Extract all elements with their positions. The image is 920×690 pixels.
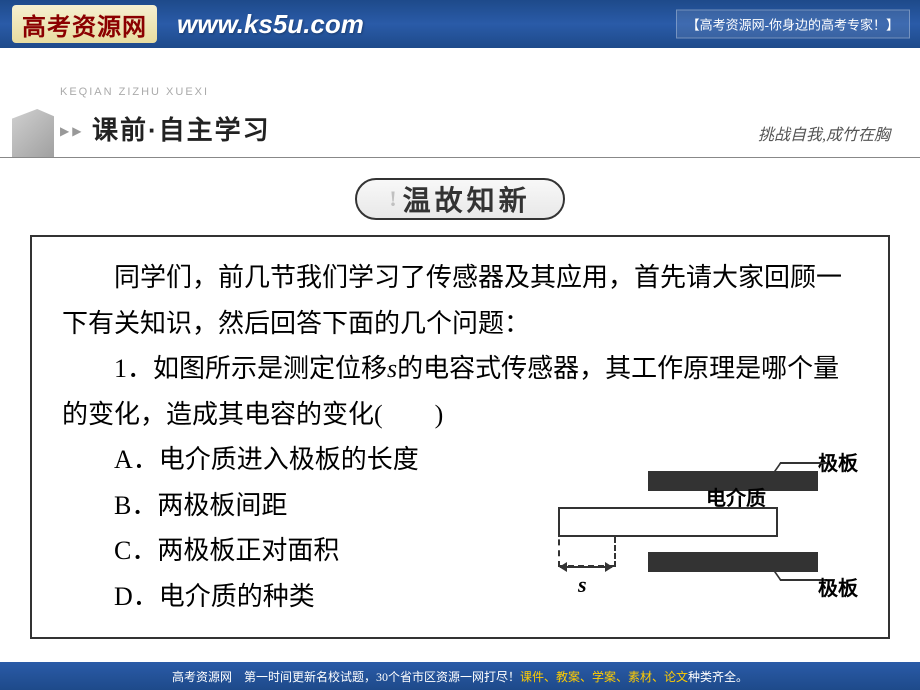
footer-text-suffix: 种类齐全。 bbox=[688, 668, 748, 685]
tagline: 【高考资源网-你身边的高考专家！】 bbox=[676, 10, 910, 39]
displacement-arrow bbox=[560, 566, 612, 568]
option-c: C．两极板正对面积 bbox=[62, 528, 558, 574]
logo-box: 高考资源网 bbox=[12, 5, 157, 43]
dashed-guide-left bbox=[558, 507, 614, 567]
content-box: 同学们，前几节我们学习了传感器及其应用，首先请大家回顾一下有关知识，然后回答下面… bbox=[30, 235, 890, 639]
review-badge-text: 温故知新 bbox=[403, 179, 531, 219]
option-b: B．两极板间距 bbox=[62, 483, 558, 529]
question-1: 1．如图所示是测定位移s的电容式传感器，其工作原理是哪个量的变化，造成其电容的变… bbox=[62, 346, 858, 437]
dashed-guide-right bbox=[614, 537, 616, 567]
book-icon bbox=[12, 109, 54, 157]
footer-highlight: 课件、教案、学案、素材、论文 bbox=[520, 668, 688, 685]
intro-paragraph: 同学们，前几节我们学习了传感器及其应用，首先请大家回顾一下有关知识，然后回答下面… bbox=[62, 255, 858, 346]
section-header: KEQIAN ZIZHU XUEXI ▶ ▶ 课前·自主学习 挑战自我,成竹在胸 bbox=[0, 78, 920, 158]
displacement-label: s bbox=[578, 572, 587, 598]
logo-text: 高考资源网 bbox=[22, 7, 147, 42]
question-prefix: 1．如图所示是测定位移 bbox=[114, 354, 387, 383]
top-banner: 高考资源网 www.ks5u.com 【高考资源网-你身边的高考专家！】 bbox=[0, 0, 920, 48]
section-subtitle: 挑战自我,成竹在胸 bbox=[758, 121, 890, 145]
section-pinyin: KEQIAN ZIZHU XUEXI bbox=[60, 86, 209, 98]
section-title: 课前·自主学习 bbox=[92, 110, 271, 147]
capacitor-diagram: 极板 电介质 极板 s bbox=[558, 447, 868, 602]
bottom-banner: 高考资源网 第一时间更新名校试题，30个省市区资源一网打尽！ 课件、教案、学案、… bbox=[0, 662, 920, 690]
variable-s: s bbox=[387, 354, 397, 383]
options-list: A．电介质进入极板的长度 B．两极板间距 C．两极板正对面积 D．电介质的种类 bbox=[62, 437, 558, 619]
options-area: A．电介质进入极板的长度 B．两极板间距 C．两极板正对面积 D．电介质的种类 … bbox=[62, 437, 858, 619]
footer-brand: 高考资源网 bbox=[172, 668, 232, 685]
option-a: A．电介质进入极板的长度 bbox=[62, 437, 558, 483]
review-badge: ! 温故知新 bbox=[355, 178, 565, 220]
footer-text-prefix: 第一时间更新名校试题，30个省市区资源一网打尽！ bbox=[244, 668, 520, 685]
bottom-plate-label: 极板 bbox=[818, 572, 858, 601]
option-d: D．电介质的种类 bbox=[62, 574, 558, 620]
arrow-icons: ▶ ▶ bbox=[60, 124, 81, 139]
site-url: www.ks5u.com bbox=[177, 9, 364, 40]
exclamation-icon: ! bbox=[389, 186, 396, 212]
